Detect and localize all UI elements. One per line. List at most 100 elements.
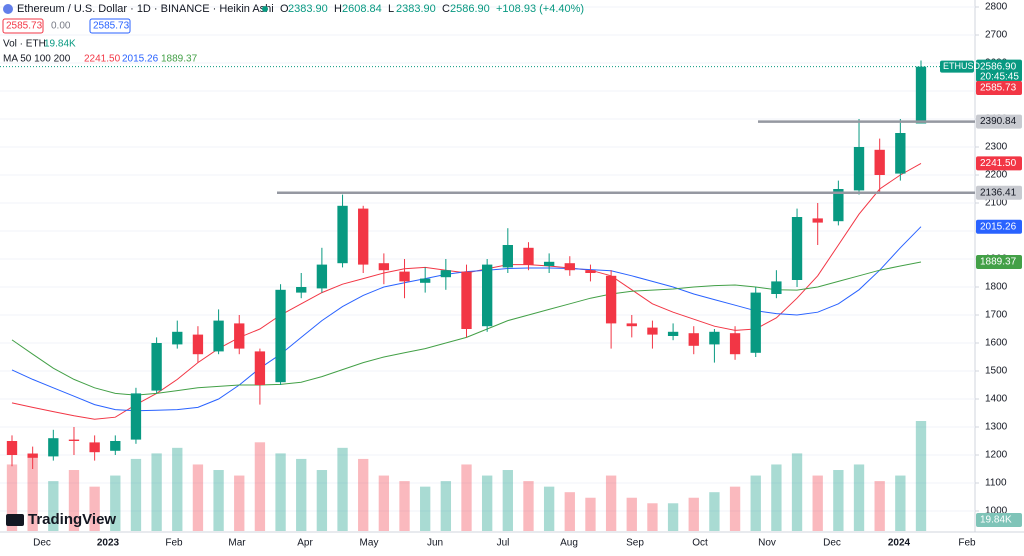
volume-bar — [399, 481, 410, 531]
chart-title: Ethereum / U.S. Dollar · 1D · BINANCE · … — [17, 3, 274, 15]
price-badge-label: 2015.26 — [980, 221, 1017, 232]
volume-bar — [213, 470, 224, 531]
price-button[interactable] — [89, 18, 131, 34]
volume-bar — [234, 475, 245, 531]
candle-body — [27, 453, 38, 458]
price-badge-label: 2586.90 — [980, 61, 1017, 72]
volume-bar — [502, 470, 513, 531]
volume-bar — [626, 497, 637, 531]
candle-body — [585, 270, 596, 273]
symbol-label: ETHUSD — [943, 61, 981, 71]
volume-bar — [27, 453, 38, 531]
price-badge-label: 2390.84 — [980, 116, 1017, 127]
y-tick-label: 1700 — [985, 310, 1008, 321]
candle-body — [853, 147, 865, 191]
x-tick-label: Apr — [297, 538, 313, 549]
volume-bar — [812, 475, 823, 531]
candle-body — [481, 264, 493, 327]
y-tick-label: 1800 — [985, 282, 1008, 293]
candle-body — [605, 275, 617, 324]
candle-body — [667, 331, 679, 336]
x-tick-label: Feb — [958, 538, 976, 549]
candle-body — [750, 292, 761, 353]
x-tick-label: Feb — [165, 538, 183, 549]
volume-bar — [791, 453, 803, 531]
volume-bar — [605, 475, 617, 531]
countdown: 20:45:45 — [980, 71, 1019, 82]
volume-bar — [853, 464, 865, 531]
volume-badge — [976, 513, 1022, 527]
volume-bar — [543, 486, 555, 531]
candle-body — [378, 263, 390, 271]
volume-bar — [110, 475, 121, 531]
x-tick-label: Mar — [228, 538, 246, 549]
candle-body — [151, 343, 162, 391]
y-tick-label: 1400 — [985, 394, 1008, 405]
volume-bar — [89, 486, 100, 531]
volume-bar — [585, 497, 596, 531]
ohlc-value: 2586.90 — [450, 3, 490, 15]
price-button-label: 0.00 — [51, 21, 71, 32]
volume-bar — [192, 464, 204, 531]
candle-body — [523, 247, 534, 265]
candle-body — [420, 278, 431, 283]
candle-body — [172, 331, 183, 345]
candle-body — [688, 333, 699, 346]
volume-bar — [275, 453, 286, 531]
volume-bar — [358, 458, 369, 531]
change: +108.93 (+4.40%) — [496, 3, 584, 15]
volume-bar — [729, 486, 741, 531]
volume-bar — [6, 464, 18, 531]
price-badge — [976, 219, 1022, 234]
volume-bar — [378, 475, 390, 531]
candle-body — [358, 208, 369, 265]
candle-body — [234, 323, 245, 349]
price-badge — [976, 80, 1022, 95]
y-tick-label: 2800 — [985, 2, 1008, 13]
volume-bar — [48, 481, 59, 531]
candle-body — [192, 334, 204, 355]
volume-bar — [440, 481, 452, 531]
price-badge — [976, 185, 1022, 200]
y-tick-label: 1200 — [985, 450, 1008, 461]
volume-bar — [316, 470, 328, 531]
candle-body — [461, 271, 472, 329]
volume-bar — [750, 475, 761, 531]
volume-bar — [130, 458, 142, 531]
volume-bar — [337, 447, 348, 531]
candle-body — [110, 441, 121, 451]
watermark-logo — [6, 514, 24, 526]
price-button[interactable] — [2, 18, 44, 34]
candle-body — [89, 442, 100, 453]
price-badge-label: 2241.50 — [980, 158, 1017, 169]
volume-bar — [296, 458, 307, 531]
price-button-label: 2585.73 — [6, 21, 43, 32]
y-tick-label: 1300 — [985, 422, 1008, 433]
price-badge-label: 2136.41 — [980, 187, 1017, 198]
volume-bar — [895, 475, 906, 531]
price-badge — [976, 156, 1022, 171]
y-tick-label: 1000 — [985, 506, 1008, 517]
volume-bar — [523, 481, 534, 531]
market-status — [262, 6, 268, 12]
ohlc-key: H — [334, 3, 342, 15]
ohlc-key: L — [388, 3, 394, 15]
candle-body — [647, 327, 658, 335]
watermark: TradingView — [28, 511, 116, 528]
vol-legend-value: 19.84K — [44, 39, 76, 50]
volume-bar — [461, 464, 472, 531]
ma-legend-value: 1889.37 — [161, 54, 198, 65]
price-badge — [976, 114, 1022, 129]
price-badge-label: 1889.37 — [980, 257, 1017, 268]
x-tick-label: Oct — [692, 538, 708, 549]
x-tick-label: Jun — [427, 538, 443, 549]
volume-bar — [151, 453, 162, 531]
ohlc-key: C — [442, 3, 450, 15]
volume-bar — [172, 447, 183, 531]
y-tick-label: 2300 — [985, 142, 1008, 153]
price-button[interactable] — [48, 19, 80, 33]
price-button-label: 2585.73 — [93, 21, 130, 32]
candle-body — [502, 245, 513, 268]
volume-bar — [254, 442, 266, 531]
